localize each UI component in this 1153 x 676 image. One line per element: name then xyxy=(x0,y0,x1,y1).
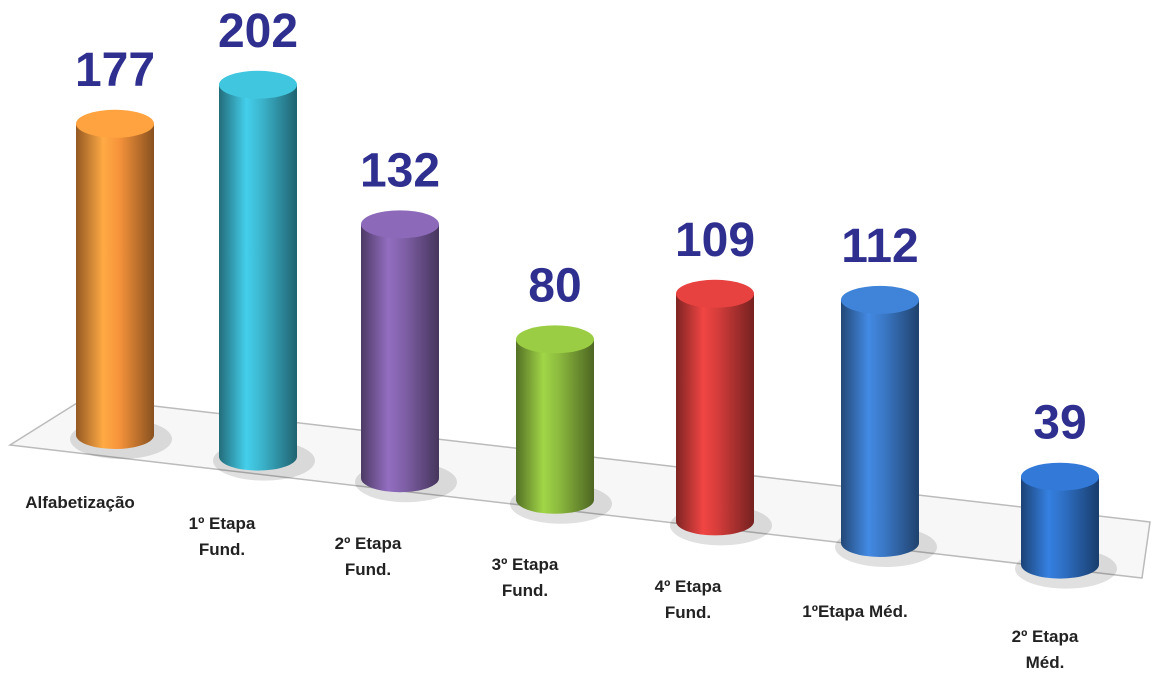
value-label: 132 xyxy=(360,144,440,197)
category-label: Alfabetização xyxy=(25,493,135,512)
bar-top xyxy=(1021,462,1099,491)
category-label: 4º Etapa Fund. xyxy=(654,577,722,622)
bar xyxy=(219,84,297,471)
bar-top xyxy=(219,70,297,99)
value-label: 80 xyxy=(528,259,581,312)
bar-top xyxy=(676,279,754,308)
bar xyxy=(1021,476,1099,579)
bar-top xyxy=(516,325,594,354)
value-label: 177 xyxy=(75,44,155,97)
bar xyxy=(516,339,594,514)
bar xyxy=(841,299,919,557)
bar xyxy=(361,224,439,493)
value-label: 112 xyxy=(841,220,918,273)
category-label: 1ºEtapa Méd. xyxy=(802,602,908,621)
value-label: 39 xyxy=(1033,397,1086,450)
category-label: 2º Etapa Méd. xyxy=(1011,627,1079,672)
bar xyxy=(76,123,154,449)
bar-top xyxy=(76,109,154,138)
value-label: 109 xyxy=(675,214,755,267)
value-label: 202 xyxy=(218,5,298,58)
category-label: 1º Etapa Fund. xyxy=(188,514,256,559)
bar-top xyxy=(361,210,439,239)
bar-top xyxy=(841,285,919,314)
category-label: 3º Etapa Fund. xyxy=(491,555,559,600)
bar xyxy=(676,293,754,536)
category-label: 2º Etapa Fund. xyxy=(334,534,402,579)
